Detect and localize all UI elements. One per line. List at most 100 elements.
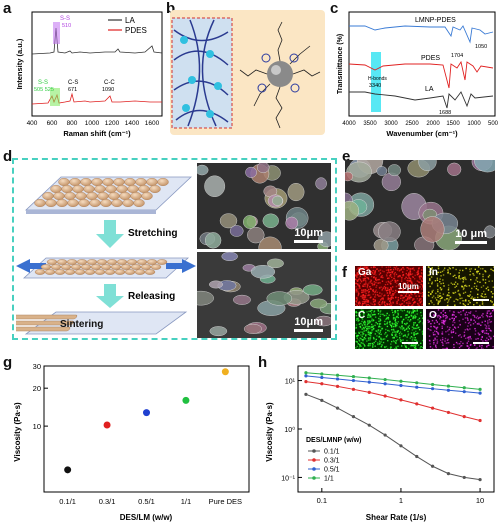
eds-pixel bbox=[418, 273, 419, 274]
bead bbox=[54, 192, 65, 200]
eds-pixel bbox=[489, 319, 490, 320]
eds-pixel bbox=[385, 284, 386, 285]
eds-pixel bbox=[402, 310, 403, 311]
eds-pixel bbox=[415, 322, 416, 323]
eds-pixel bbox=[442, 337, 443, 338]
eds-pixel bbox=[482, 279, 483, 280]
bead bbox=[62, 185, 73, 193]
eds-ga-scalebar-bar bbox=[398, 291, 419, 293]
eds-pixel bbox=[375, 294, 376, 295]
eds-pixel bbox=[433, 344, 434, 345]
eds-pixel bbox=[393, 329, 394, 330]
eds-pixel bbox=[440, 298, 441, 299]
eds-pixel bbox=[490, 269, 491, 270]
ftir-lmnp-pdes-line bbox=[349, 26, 493, 42]
eds-pixel bbox=[359, 287, 360, 288]
eds-pixel bbox=[404, 344, 405, 345]
eds-pixel bbox=[357, 335, 358, 336]
process-illustration: Stretching Releasing bbox=[16, 162, 196, 338]
eds-pixel bbox=[410, 293, 411, 294]
eds-pixel bbox=[429, 303, 430, 304]
sem-particle bbox=[205, 232, 221, 248]
eds-pixel bbox=[419, 347, 420, 348]
eds-pixel bbox=[414, 339, 415, 340]
eds-pixel bbox=[421, 315, 422, 316]
eds-pixel bbox=[473, 323, 474, 324]
eds-pixel bbox=[362, 331, 363, 332]
bead bbox=[95, 269, 105, 274]
eds-pixel bbox=[474, 286, 475, 287]
eds-pixel bbox=[409, 325, 410, 326]
eds-pixel bbox=[355, 279, 356, 280]
eds-pixel bbox=[359, 305, 360, 306]
eds-pixel bbox=[436, 336, 437, 337]
eds-pixel bbox=[366, 328, 367, 329]
eds-pixel bbox=[359, 326, 360, 327]
flow-point bbox=[304, 380, 307, 383]
eds-pixel bbox=[366, 304, 367, 305]
flow-point bbox=[320, 399, 323, 402]
eds-pixel bbox=[415, 344, 416, 345]
eds-pixel bbox=[378, 318, 379, 319]
sem-particle bbox=[272, 196, 282, 206]
sem-particle bbox=[267, 259, 283, 268]
eds-pixel bbox=[489, 321, 490, 322]
eds-pixel bbox=[386, 346, 387, 347]
eds-pixel bbox=[375, 316, 376, 317]
scatter-xlabel: DES/LM (w/w) bbox=[120, 513, 173, 522]
eds-pixel bbox=[492, 346, 493, 347]
eds-pixel bbox=[463, 279, 464, 280]
eds-pixel bbox=[482, 276, 483, 277]
eds-pixel bbox=[457, 283, 458, 284]
eds-pixel bbox=[379, 311, 380, 312]
eds-pixel bbox=[477, 289, 478, 290]
eds-pixel bbox=[370, 288, 371, 289]
eds-pixel bbox=[390, 276, 391, 277]
eds-pixel bbox=[411, 305, 412, 306]
eds-pixel bbox=[358, 332, 359, 333]
sem-particle bbox=[474, 160, 495, 172]
eds-pixel bbox=[395, 267, 396, 268]
scalebar-e-bar bbox=[455, 241, 487, 244]
sem-particle bbox=[204, 176, 224, 197]
eds-pixel bbox=[396, 302, 397, 303]
bead bbox=[137, 259, 147, 264]
eds-pixel bbox=[436, 339, 437, 340]
eds-pixel bbox=[475, 321, 476, 322]
sem-particle bbox=[263, 214, 279, 228]
eds-pixel bbox=[448, 284, 449, 285]
eds-pixel bbox=[357, 292, 358, 293]
eds-pixel bbox=[447, 295, 448, 296]
eds-pixel bbox=[486, 330, 487, 331]
eds-pixel bbox=[493, 266, 494, 267]
eds-pixel bbox=[406, 270, 407, 271]
eds-pixel bbox=[417, 271, 418, 272]
eds-pixel bbox=[428, 292, 429, 293]
eds-pixel bbox=[445, 320, 446, 321]
eds-pixel bbox=[369, 332, 370, 333]
scalebar-d-bottom-label: 10μm bbox=[294, 316, 323, 328]
eds-pixel bbox=[461, 298, 462, 299]
eds-pixel bbox=[412, 276, 413, 277]
ftir-xlabel: Wavenumber (cm⁻¹) bbox=[386, 129, 458, 138]
sem-particle bbox=[303, 285, 322, 296]
eds-pixel bbox=[402, 267, 403, 268]
eds-pixel bbox=[470, 320, 471, 321]
eds-pixel bbox=[443, 316, 444, 317]
eds-pixel bbox=[363, 297, 364, 298]
eds-pixel bbox=[362, 333, 363, 334]
eds-pixel bbox=[376, 285, 377, 286]
sem-particle bbox=[233, 295, 250, 305]
flow-point bbox=[431, 465, 434, 468]
eds-pixel bbox=[390, 266, 391, 267]
eds-pixel bbox=[377, 309, 378, 310]
bead bbox=[131, 264, 141, 269]
eds-pixel bbox=[374, 325, 375, 326]
eds-pixel bbox=[396, 323, 397, 324]
eds-pixel bbox=[430, 326, 431, 327]
eds-pixel bbox=[476, 302, 477, 303]
eds-pixel bbox=[362, 304, 363, 305]
eds-pixel bbox=[472, 314, 473, 315]
eds-pixel bbox=[387, 287, 388, 288]
eds-pixel bbox=[486, 288, 487, 289]
